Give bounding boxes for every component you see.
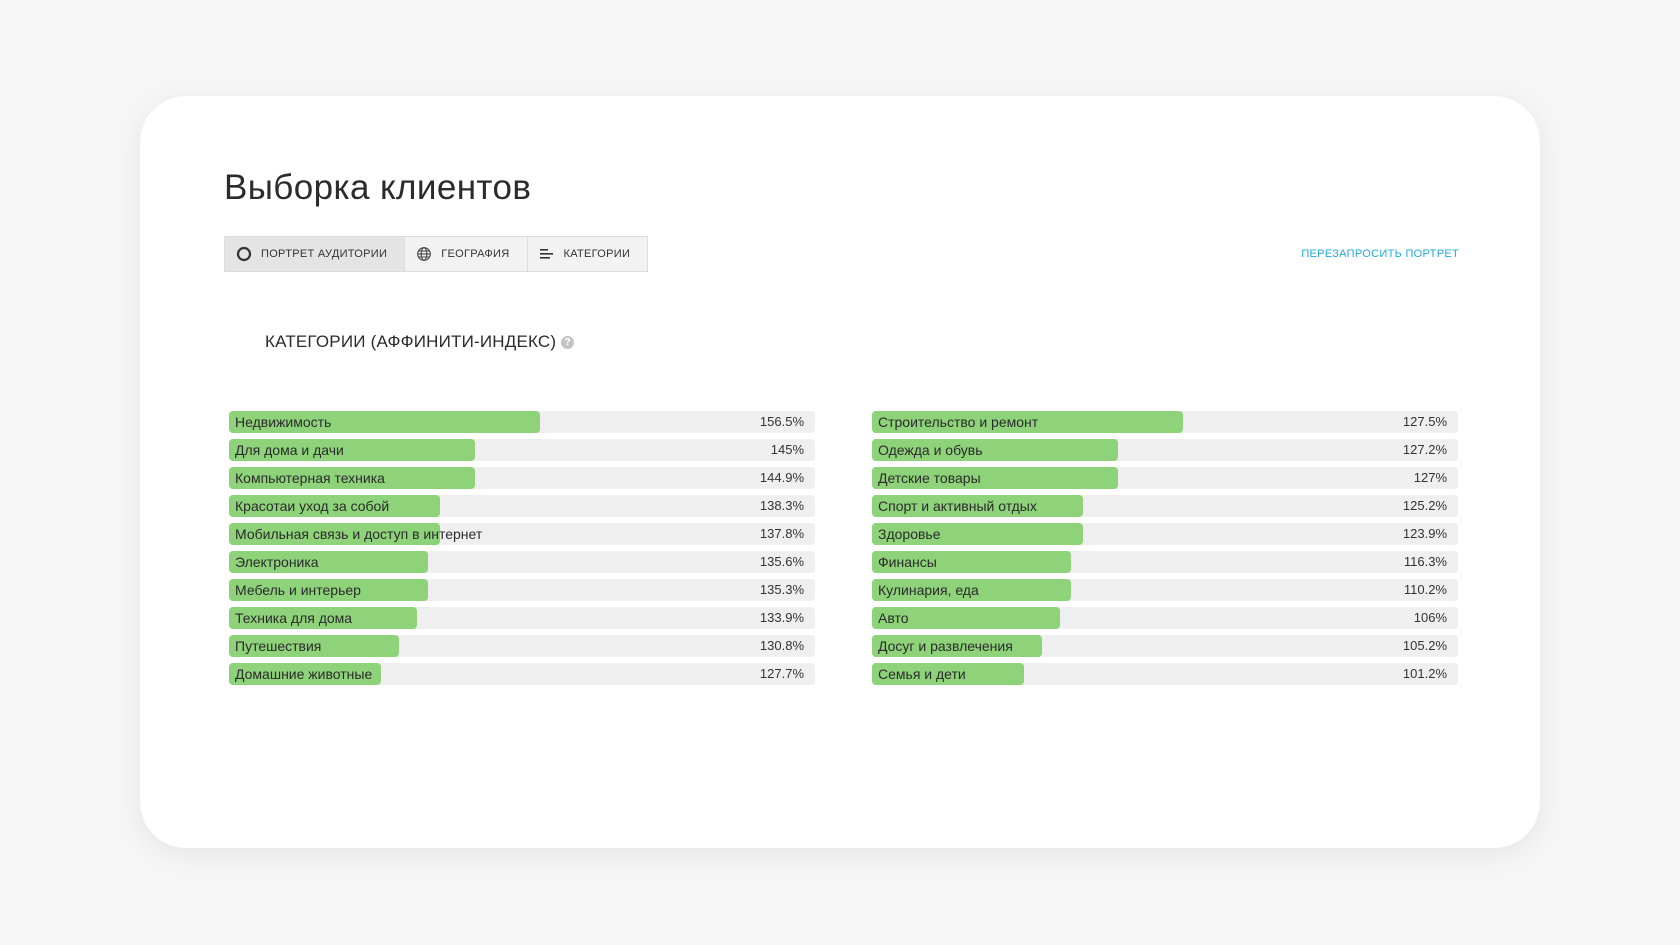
category-value: 110.2%	[1403, 582, 1447, 597]
category-value: 144.9%	[759, 470, 804, 485]
category-value: 127%	[1413, 470, 1447, 485]
category-label: Строительство и ремонт	[878, 414, 1039, 430]
category-bar-row: Домашние животные 127.7%	[229, 663, 815, 685]
tab-label: ПОРТРЕТ АУДИТОРИИ	[261, 248, 388, 260]
category-bar-row: Финансы 116.3%	[872, 551, 1458, 573]
categories-list-left: Недвижимость 156.5% Для дома и дачи 145% Ком…	[229, 411, 815, 691]
category-value: 145%	[770, 442, 804, 457]
circle-icon	[235, 245, 253, 263]
category-bar-fill	[872, 579, 1072, 601]
category-bar-fill	[229, 523, 440, 545]
category-bar-row: Путешествия 130.8%	[229, 635, 815, 657]
category-label: Электроника	[235, 554, 319, 570]
category-bar-row: Досуг и развлечения 105.2%	[872, 635, 1458, 657]
category-label: Досуг и развлечения	[878, 638, 1013, 654]
category-label: Спорт и активный отдых	[878, 498, 1037, 514]
category-value: 135.6%	[759, 554, 804, 569]
category-bar-fill	[229, 663, 382, 685]
category-bar-fill	[872, 607, 1060, 629]
category-label: Одежда и обувь	[878, 442, 983, 458]
category-value: 156.5%	[759, 414, 804, 429]
category-label: Семья и дети	[878, 666, 966, 682]
category-bar-fill	[872, 467, 1119, 489]
help-icon[interactable]: ?	[561, 335, 575, 349]
category-bar-row: Одежда и обувь 127.2%	[872, 439, 1458, 461]
category-label: Путешествия	[235, 638, 322, 654]
section-title-text: КАТЕГОРИИ (АФФИНИТИ-ИНДЕКС)	[265, 332, 557, 351]
tab-geography[interactable]: ГЕОГРАФИЯ	[405, 237, 528, 271]
category-bar-fill	[229, 635, 399, 657]
category-value: 125.2%	[1402, 498, 1447, 513]
requery-portrait-link[interactable]: ПЕРЕЗАПРОСИТЬ ПОРТРЕТ	[1301, 248, 1459, 260]
category-value: 105.2%	[1402, 638, 1447, 653]
categories-list-right: Строительство и ремонт 127.5% Одежда и обу…	[872, 411, 1458, 691]
category-value: 127.2%	[1402, 442, 1447, 457]
category-label: Компьютерная техника	[235, 470, 385, 486]
tab-label: КАТЕГОРИИ	[563, 248, 631, 260]
category-bar-row: Мебель и интерьер 135.3%	[229, 579, 815, 601]
category-value: 133.9%	[759, 610, 804, 625]
category-label: Кулинария, еда	[878, 582, 979, 598]
category-bar-row: Красотаи уход за собой 138.3%	[229, 495, 815, 517]
category-bar-fill	[229, 411, 540, 433]
category-bar-fill	[872, 663, 1025, 685]
client-sample-card: Выборка клиентов ПОРТРЕТ АУДИТОРИИ ГЕОГР…	[140, 96, 1540, 848]
category-bar-row: Мобильная связь и доступ в интернет 137.8…	[229, 523, 815, 545]
bars-icon	[538, 245, 556, 263]
category-value: 127.7%	[759, 666, 804, 681]
category-bar-fill	[872, 495, 1083, 517]
category-value: 127.5%	[1402, 414, 1447, 429]
category-bar-row: Недвижимость 156.5%	[229, 411, 815, 433]
tab-bar: ПОРТРЕТ АУДИТОРИИ ГЕОГРАФИЯ	[224, 236, 649, 272]
category-bar-fill	[229, 467, 476, 489]
category-bar-row: Электроника 135.6%	[229, 551, 815, 573]
category-bar-fill	[872, 635, 1042, 657]
category-label: Для дома и дачи	[235, 442, 344, 458]
category-label: Авто	[878, 610, 909, 626]
category-bar-fill	[872, 551, 1072, 573]
category-label: Мебель и интерьер	[235, 582, 361, 598]
category-label: Детские товары	[878, 470, 981, 486]
category-bar-fill	[872, 411, 1183, 433]
category-bar-row: Здоровье 123.9%	[872, 523, 1458, 545]
category-label: Домашние животные	[235, 666, 373, 682]
category-bar-fill	[872, 523, 1083, 545]
globe-icon	[415, 245, 433, 263]
category-label: Красотаи уход за собой	[235, 498, 390, 514]
tab-label: ГЕОГРАФИЯ	[441, 248, 510, 260]
category-value: 130.8%	[759, 638, 804, 653]
category-bar-row: Строительство и ремонт 127.5%	[872, 411, 1458, 433]
category-label: Финансы	[878, 554, 937, 570]
category-bar-fill	[229, 439, 476, 461]
category-bar-fill	[229, 607, 417, 629]
category-value: 116.3%	[1403, 554, 1447, 569]
category-label: Недвижимость	[235, 414, 332, 430]
category-label: Здоровье	[878, 526, 941, 542]
category-value: 123.9%	[1402, 526, 1447, 541]
category-bar-row: Техника для дома 133.9%	[229, 607, 815, 629]
category-value: 106%	[1413, 610, 1447, 625]
category-bar-row: Компьютерная техника 144.9%	[229, 467, 815, 489]
category-bar-row: Семья и дети 101.2%	[872, 663, 1458, 685]
category-value: 135.3%	[759, 582, 804, 597]
category-bar-row: Детские товары 127%	[872, 467, 1458, 489]
category-bar-row: Спорт и активный отдых 125.2%	[872, 495, 1458, 517]
category-label: Мобильная связь и доступ в интернет	[235, 526, 483, 542]
category-bar-row: Для дома и дачи 145%	[229, 439, 815, 461]
category-bar-fill	[872, 439, 1119, 461]
tab-categories[interactable]: КАТЕГОРИИ	[528, 237, 648, 271]
category-label: Техника для дома	[235, 610, 353, 626]
category-bar-row: Авто 106%	[872, 607, 1458, 629]
category-value: 101.2%	[1402, 666, 1447, 681]
category-value: 137.8%	[759, 526, 804, 541]
tab-audience-portrait[interactable]: ПОРТРЕТ АУДИТОРИИ	[225, 237, 406, 271]
category-bar-fill	[229, 495, 440, 517]
page-title: Выборка клиентов	[224, 168, 532, 207]
category-bar-row: Кулинария, еда 110.2%	[872, 579, 1458, 601]
category-bar-fill	[229, 551, 429, 573]
section-title: КАТЕГОРИИ (АФФИНИТИ-ИНДЕКС) ?	[265, 332, 575, 352]
category-value: 138.3%	[759, 498, 804, 513]
category-bar-fill	[229, 579, 429, 601]
